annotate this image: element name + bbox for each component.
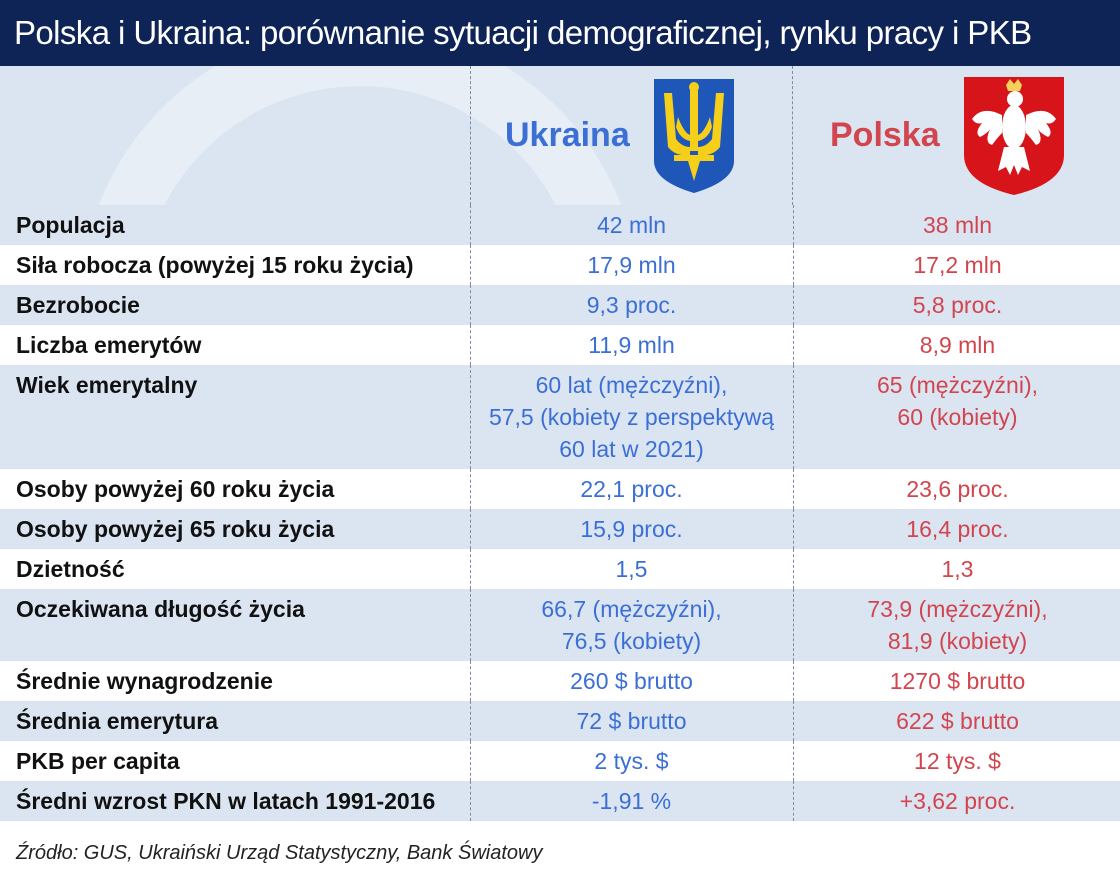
poland-value: 1270 $ brutto [792, 661, 1120, 701]
poland-value: 23,6 proc. [792, 469, 1120, 509]
table-row: Liczba emerytów 11,9 mln 8,9 mln [0, 325, 1120, 365]
value-line: 22,1 proc. [580, 476, 683, 502]
value-line: 65 (mężczyźni), [876, 372, 1039, 398]
value-line: 622 $ brutto [896, 708, 1019, 734]
value-line: 1,3 [941, 556, 974, 582]
row-label: Populacja [0, 205, 470, 245]
row-label: Dzietność [0, 549, 470, 589]
value-line: 8,9 mln [919, 332, 996, 358]
ukraine-value: 260 $ brutto [469, 661, 793, 701]
ukraine-value: 22,1 proc. [469, 469, 793, 509]
row-label: Osoby powyżej 60 roku życia [0, 469, 470, 509]
poland-value: 5,8 proc. [792, 285, 1120, 325]
value-line: 60 lat w 2021) [559, 436, 704, 462]
value-line: 60 lat (mężczyźni), [535, 372, 728, 398]
poland-value: 622 $ brutto [792, 701, 1120, 741]
value-line: -1,91 % [591, 788, 672, 814]
value-line: 2 tys. $ [594, 748, 669, 774]
value-line: 72 $ brutto [576, 708, 687, 734]
row-label: Bezrobocie [0, 285, 470, 325]
value-line: 38 mln [922, 212, 993, 238]
value-line: 1,5 [615, 556, 648, 582]
ukraine-value: 9,3 proc. [469, 285, 793, 325]
row-label: Średnie wynagrodzenie [0, 661, 470, 701]
poland-value: 1,3 [792, 549, 1120, 589]
table-row: Wiek emerytalny 60 lat (mężczyźni), 57,5 (… [0, 365, 1120, 469]
page-title: Polska i Ukraina: porównanie sytuacji de… [14, 14, 1032, 51]
poland-value: 17,2 mln [792, 245, 1120, 285]
poland-value: 65 (mężczyźni), 60 (kobiety) [792, 365, 1120, 469]
value-line: 81,9 (kobiety) [887, 628, 1028, 654]
column-divider [470, 66, 471, 205]
value-line: 17,2 mln [913, 252, 1002, 278]
value-line: 9,3 proc. [586, 292, 677, 318]
table-row: Osoby powyżej 65 roku życia 15,9 proc. 16,… [0, 509, 1120, 549]
ukraine-value: 2 tys. $ [469, 741, 793, 781]
row-label: Wiek emerytalny [0, 365, 470, 469]
value-line: 23,6 proc. [906, 476, 1009, 502]
value-line: 17,9 mln [587, 252, 676, 278]
poland-value: +3,62 proc. [792, 781, 1120, 821]
ukraine-value: 11,9 mln [469, 325, 793, 365]
poland-eagle-emblem-icon [963, 76, 1064, 195]
row-label: Liczba emerytów [0, 325, 470, 365]
title-bar: Polska i Ukraina: porównanie sytuacji de… [0, 0, 1120, 66]
value-line: 60 (kobiety) [897, 404, 1018, 430]
row-label: Osoby powyżej 65 roku życia [0, 509, 470, 549]
table-row: Średnie wynagrodzenie 260 $ brutto 1270 $ … [0, 661, 1120, 701]
header-poland: Polska [830, 66, 1066, 205]
poland-value: 16,4 proc. [792, 509, 1120, 549]
value-line: 12 tys. $ [914, 748, 1001, 774]
table-row: Siła robocza (powyżej 15 roku życia) 17,9… [0, 245, 1120, 285]
table-row: Bezrobocie 9,3 proc. 5,8 proc. [0, 285, 1120, 325]
table-row: Dzietność 1,5 1,3 [0, 549, 1120, 589]
value-line: 57,5 (kobiety z perspektywą [488, 404, 775, 430]
country-name-poland: Polska [830, 116, 940, 154]
header-ukraine: Ukraina [505, 66, 736, 205]
ukraine-value: 72 $ brutto [469, 701, 793, 741]
value-line: +3,62 proc. [899, 788, 1016, 814]
value-line: 73,9 (mężczyźni), [867, 596, 1048, 622]
value-line: 11,9 mln [588, 332, 675, 358]
table-row: Średni wzrost PKN w latach 1991-2016 -1,9… [0, 781, 1120, 821]
row-label: Oczekiwana długość życia [0, 589, 470, 661]
table-row: Osoby powyżej 60 roku życia 22,1 proc. 23,… [0, 469, 1120, 509]
value-line: 76,5 (kobiety) [561, 628, 702, 654]
row-label: PKB per capita [0, 741, 470, 781]
country-name-ukraine: Ukraina [505, 116, 630, 154]
value-line: 15,9 proc. [580, 516, 683, 542]
ukraine-value: 1,5 [469, 549, 793, 589]
table-row: Średnia emerytura 72 $ brutto 622 $ brutto [0, 701, 1120, 741]
ukraine-value: 17,9 mln [469, 245, 793, 285]
source-note: Źródło: GUS, Ukraiński Urząd Statystyczn… [16, 842, 543, 864]
poland-value: 73,9 (mężczyźni), 81,9 (kobiety) [792, 589, 1120, 661]
ukraine-value: 15,9 proc. [469, 509, 793, 549]
comparison-table: Populacja 42 mln 38 mln Siła robocza (powyż… [0, 205, 1120, 821]
row-label: Średni wzrost PKN w latach 1991-2016 [0, 781, 470, 821]
poland-value: 12 tys. $ [792, 741, 1120, 781]
ukraine-trident-emblem-icon [653, 78, 734, 193]
table-header: Ukraina Polska [0, 66, 1120, 205]
value-line: 260 $ brutto [570, 668, 693, 694]
value-line: 42 mln [596, 212, 667, 238]
value-line: 1270 $ brutto [889, 668, 1026, 694]
table-row: Oczekiwana długość życia 66,7 (mężczyźni)… [0, 589, 1120, 661]
value-line: 66,7 (mężczyźni), [541, 596, 722, 622]
ukraine-value: 66,7 (mężczyźni), 76,5 (kobiety) [469, 589, 793, 661]
ukraine-value: 60 lat (mężczyźni), 57,5 (kobiety z persp… [469, 365, 793, 469]
value-line: 5,8 proc. [912, 292, 1003, 318]
row-label: Siła robocza (powyżej 15 roku życia) [0, 245, 470, 285]
value-line: 16,4 proc. [906, 516, 1009, 542]
table-row: PKB per capita 2 tys. $ 12 tys. $ [0, 741, 1120, 781]
ukraine-value: -1,91 % [469, 781, 793, 821]
poland-value: 38 mln [792, 205, 1120, 245]
table-row: Populacja 42 mln 38 mln [0, 205, 1120, 245]
poland-value: 8,9 mln [792, 325, 1120, 365]
row-label: Średnia emerytura [0, 701, 470, 741]
ukraine-value: 42 mln [469, 205, 793, 245]
column-divider [792, 66, 793, 205]
